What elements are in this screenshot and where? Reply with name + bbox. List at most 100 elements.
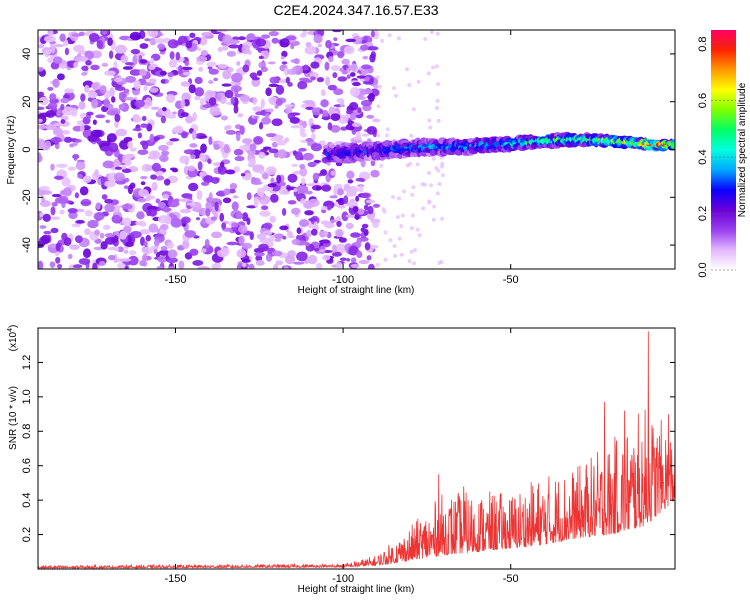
x-tick-label: -100 (332, 573, 354, 585)
noise-cell (279, 225, 289, 231)
noise-cell (213, 111, 222, 116)
noise-cell (67, 166, 76, 171)
noise-cell (74, 192, 80, 199)
noise-cell (427, 199, 432, 204)
noise-cell (145, 234, 152, 242)
noise-cell (258, 55, 264, 60)
noise-cell (319, 109, 324, 114)
noise-cell (223, 143, 230, 154)
noise-cell (408, 161, 413, 166)
noise-cell (84, 228, 91, 235)
noise-cell (59, 33, 66, 42)
noise-cell (216, 249, 229, 258)
noise-cell (231, 72, 243, 83)
noise-cell (240, 173, 246, 177)
noise-cell (208, 136, 213, 146)
noise-cell (434, 166, 439, 171)
colorbar: 0.0 0.2 0.4 0.6 0.8 Normalized spectral ampl… (697, 30, 748, 278)
noise-cell (200, 248, 207, 253)
noise-cell (372, 220, 380, 229)
noise-cell (275, 260, 284, 266)
noise-cell (180, 81, 191, 87)
noise-cell (162, 106, 167, 112)
noise-cell (144, 38, 151, 42)
noise-cell (117, 262, 126, 269)
noise-cell (148, 78, 157, 84)
noise-cell (181, 132, 188, 139)
noise-cell (307, 198, 320, 208)
noise-cell (167, 241, 175, 249)
noise-cell (39, 212, 44, 218)
noise-cell (393, 253, 398, 258)
noise-cell (154, 37, 165, 44)
noise-cell (264, 113, 270, 118)
noise-cell (141, 246, 153, 255)
noise-cell (141, 115, 147, 121)
noise-cell (298, 219, 309, 228)
noise-cell (333, 186, 338, 197)
noise-cell (84, 209, 93, 217)
noise-cell (67, 253, 73, 260)
noise-cell (291, 207, 301, 215)
noise-cell (248, 263, 255, 269)
noise-cell (366, 114, 375, 119)
noise-cell (148, 64, 156, 70)
noise-cell (302, 120, 307, 129)
snr-ticks: -150 -100 -50 0.2 0.4 0.6 0.8 1.0 1.2 (21, 328, 675, 585)
noise-cell (383, 257, 388, 262)
noise-cell (85, 59, 92, 66)
noise-cell (265, 133, 277, 138)
noise-cell (318, 230, 329, 238)
noise-cell (50, 163, 55, 171)
noise-cell (349, 72, 356, 77)
noise-cell (423, 37, 428, 42)
noise-cell (271, 118, 283, 127)
noise-cell (147, 156, 154, 160)
noise-cell (269, 76, 279, 84)
noise-cell (356, 131, 362, 139)
noise-cell (335, 229, 343, 237)
noise-cell (100, 241, 108, 250)
noise-cell (362, 55, 369, 60)
noise-cell (96, 39, 104, 49)
noise-cell (88, 32, 100, 42)
noise-cell (346, 74, 351, 80)
noise-cell (180, 112, 189, 118)
noise-cell (38, 186, 50, 191)
noise-cell (138, 189, 150, 198)
y-tick-label: 1.0 (21, 389, 33, 404)
noise-cell (234, 81, 242, 86)
noise-cell (307, 254, 318, 265)
noise-cell (217, 165, 223, 172)
noise-cell (151, 181, 158, 191)
noise-cell (350, 263, 360, 269)
noise-cell (123, 97, 136, 101)
noise-cell (241, 138, 253, 144)
noise-cell (184, 60, 190, 67)
noise-cell (410, 192, 415, 197)
noise-cell (407, 259, 412, 264)
noise-cell (222, 70, 232, 80)
noise-cell (325, 40, 332, 49)
noise-cell (129, 182, 136, 189)
noise-cell (409, 249, 414, 254)
noise-cell (196, 55, 208, 62)
snr-multiplier-base: (x10 (8, 331, 19, 351)
noise-cell (78, 31, 85, 37)
noise-cell (53, 175, 64, 180)
noise-cell (282, 235, 287, 240)
noise-cell (106, 110, 119, 116)
noise-cell (73, 153, 78, 161)
x-tick-label: -100 (332, 274, 354, 286)
noise-cell (352, 35, 363, 45)
noise-cell (169, 51, 175, 60)
noise-cell (435, 98, 440, 103)
noise-cell (270, 177, 275, 184)
noise-cell (330, 65, 341, 71)
noise-cell (256, 187, 265, 197)
noise-cell (364, 76, 370, 82)
snr-series-line (38, 331, 675, 569)
noise-cell (345, 222, 354, 230)
noise-cell (255, 111, 265, 116)
noise-cell (409, 133, 414, 138)
